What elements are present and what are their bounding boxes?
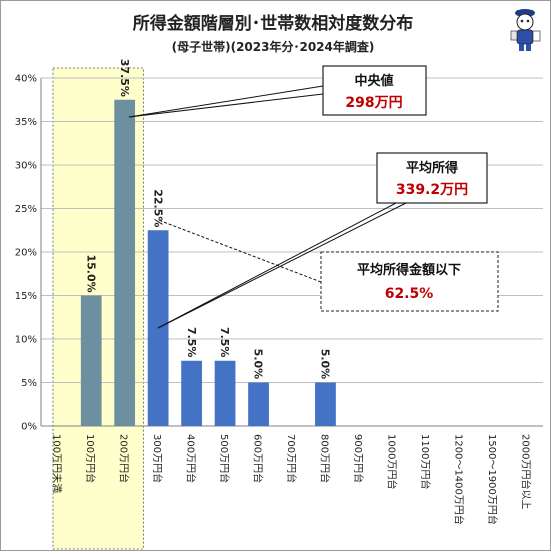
- data-label: 5.0%: [252, 349, 265, 380]
- x-category-label: 200万円台: [118, 434, 131, 483]
- y-tick-label: 35%: [15, 117, 37, 128]
- callout-pointer-below-mean: [160, 220, 322, 283]
- y-tick-label: 15%: [15, 291, 37, 302]
- callout-median-title: 中央値: [354, 73, 393, 89]
- callout-below-mean-title: 平均所得金額以下: [357, 262, 461, 278]
- bar: [114, 99, 136, 426]
- plot-area: 0% 5% 10% 15% 20% 25% 30% 35% 40% 100万円未満 15.0% 100…: [15, 59, 543, 550]
- x-category-label: 300万円台: [151, 434, 164, 483]
- y-tick-label: 5%: [21, 378, 37, 389]
- data-label: 5.0%: [319, 349, 332, 380]
- x-category-label: 500万円台: [218, 434, 231, 483]
- x-category-label: 800万円台: [318, 434, 331, 483]
- x-category-label: 2000万円台以上: [519, 434, 532, 509]
- y-tick-label: 40%: [15, 74, 37, 85]
- callout-mean-value: 339.2万円: [396, 182, 468, 198]
- callout-box-median: [322, 65, 427, 116]
- data-label: 22.5%: [151, 189, 164, 227]
- x-category-label: 400万円台: [185, 434, 198, 483]
- x-category-label: 900万円台: [352, 434, 365, 483]
- bar: [214, 360, 236, 426]
- callout-box-below-mean: [320, 251, 499, 312]
- bar: [80, 295, 102, 426]
- bar: [181, 360, 202, 426]
- callout-pointer-mean: [157, 202, 407, 329]
- x-category-label: 1000万円台: [385, 434, 398, 489]
- y-tick-label: 0%: [21, 422, 37, 433]
- callout-box-mean: [376, 152, 488, 204]
- y-tick-label: 30%: [15, 161, 37, 172]
- callout-pointer-median: [128, 93, 324, 118]
- bar: [315, 382, 336, 426]
- data-label: 15.0%: [84, 255, 97, 293]
- data-label: 37.5%: [118, 59, 131, 97]
- data-label: 7.5%: [218, 327, 231, 358]
- x-category-label: 100万円台: [84, 434, 97, 483]
- x-category-label: 700万円台: [285, 434, 298, 483]
- callout-mean-title: 平均所得: [406, 160, 458, 176]
- data-label: 7.5%: [185, 327, 198, 358]
- callout-below-mean-value: 62.5%: [385, 286, 434, 302]
- mascot-character-icon: [510, 9, 541, 51]
- x-category-label: 600万円台: [252, 434, 265, 483]
- callout-median-value: 298万円: [345, 95, 402, 111]
- y-tick-label: 20%: [15, 248, 37, 259]
- callout-pointer-median: [128, 85, 324, 118]
- chart-subtitle: (母子世帯)(2023年分･2024年調査): [172, 39, 375, 54]
- x-category-label: 1500～1900万円台: [486, 434, 499, 525]
- x-category-label: 1200～1400万円台: [452, 434, 465, 525]
- x-category-label: 100万円未満: [51, 434, 63, 493]
- chart-title: 所得金額階層別･世帯数相対度数分布: [133, 13, 414, 34]
- x-category-label: 1100万円台: [419, 434, 432, 489]
- bar: [248, 382, 269, 426]
- y-tick-label: 25%: [15, 204, 37, 215]
- y-tick-label: 10%: [15, 335, 37, 346]
